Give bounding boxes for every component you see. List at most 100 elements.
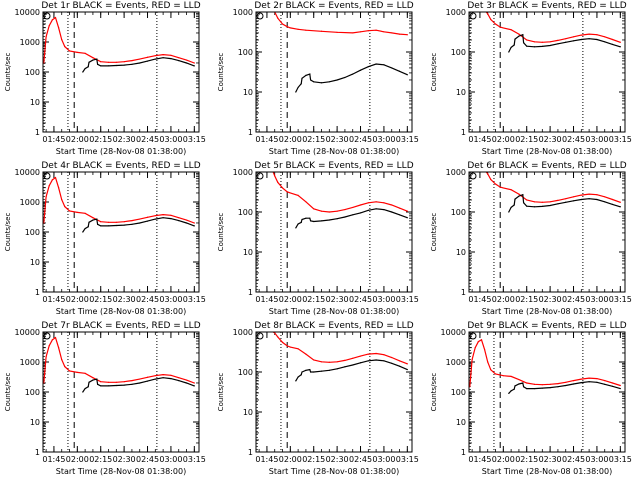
events-data-point (123, 64, 125, 66)
x-tick-label: 02:00 (66, 135, 89, 144)
lld-data-point (64, 366, 66, 368)
y-tick-label: 1 (461, 288, 466, 297)
x-tick-label: 02:00 (492, 455, 515, 464)
events-data-point (406, 74, 408, 76)
lld-data-point (510, 29, 512, 31)
x-tick-label: 02:45 (562, 135, 585, 144)
lld-data-point (580, 194, 582, 196)
events-data-point (549, 44, 551, 47)
lld-data-point (193, 222, 195, 224)
events-data-point (514, 198, 516, 200)
lld-data-point (474, 347, 476, 349)
lld-data-point (289, 192, 291, 194)
lld-data-point (611, 198, 614, 201)
events-data-point (310, 371, 312, 373)
chart-panel: Det 2r BLACK = Events, RED = LLD Counts/s… (217, 1, 419, 156)
y-tick-label: 1000 (233, 328, 253, 337)
lld-data-point (484, 348, 486, 351)
x-tick-label: 03:00 (585, 455, 608, 464)
lld-data-point (68, 210, 71, 212)
events-data-point (301, 77, 303, 79)
x-tick-label: 02:00 (279, 455, 302, 464)
lld-data-point (526, 382, 528, 384)
events-data-point (97, 383, 99, 385)
lld-data-point (490, 18, 492, 21)
lld-data-point (526, 39, 528, 41)
lld-data-point (565, 38, 567, 40)
y-tick-label: 1 (461, 128, 466, 137)
events-data-point (295, 91, 297, 93)
lld-data-point (375, 201, 377, 203)
lld-data-point (289, 346, 291, 348)
events-data-point (359, 69, 362, 71)
lld-data-point (580, 378, 582, 380)
events-data-point (352, 364, 354, 366)
events-data-point (297, 86, 299, 89)
x-tick-label: 03:15 (396, 135, 419, 144)
lld-data-point (604, 36, 606, 38)
events-data-point (518, 195, 520, 197)
lld-data-point (596, 194, 598, 196)
y-tick-label: 100 (238, 208, 253, 217)
y-tick-label: 10 (30, 98, 40, 107)
lld-data-point (45, 196, 47, 198)
lld-data-point (84, 212, 86, 214)
events-data-point (185, 222, 188, 224)
events-data-point (154, 218, 156, 220)
lld-data-point (170, 214, 172, 216)
events-data-point (557, 203, 559, 205)
panel-data (256, 172, 408, 292)
lld-data-point (367, 353, 369, 355)
events-data-point (185, 62, 188, 64)
lld-data-point (92, 377, 94, 379)
lld-data-point (391, 32, 393, 34)
lld-data-point (588, 377, 590, 379)
y-axis-label: Counts/sec (217, 373, 225, 412)
lld-data-point (502, 375, 504, 377)
lld-data-point (131, 219, 133, 222)
lld-data-point (84, 52, 86, 54)
x-tick-label: 02:15 (515, 455, 538, 464)
y-tick-label: 100 (25, 388, 40, 397)
x-tick-label: 02:00 (492, 295, 515, 304)
lld-data-point (502, 187, 504, 189)
panel-marker-glyph (256, 332, 264, 340)
lld-data-point (115, 61, 117, 63)
lld-data-point (352, 32, 354, 34)
lld-data-point (92, 57, 94, 59)
events-data-point (510, 46, 512, 49)
lld-data-point (54, 337, 57, 339)
y-tick-label: 1000 (446, 168, 466, 177)
lld-data-point (494, 183, 497, 185)
lld-series-line (274, 12, 408, 36)
x-tick-label: 02:00 (492, 135, 515, 144)
lld-data-point (48, 25, 50, 27)
events-data-point (596, 381, 598, 383)
events-data-point (398, 365, 401, 367)
y-axis-label: Counts/sec (4, 53, 12, 92)
x-tick-label: 02:45 (349, 455, 372, 464)
lld-data-point (76, 211, 78, 214)
events-data-point (513, 204, 515, 206)
lld-series-line (485, 172, 621, 203)
chart-title: Det 2r BLACK = Events, RED = LLD (254, 1, 413, 11)
x-axis-label: Start Time (28-Nov-08 01:38:00) (56, 467, 186, 476)
events-data-point (170, 217, 172, 220)
lld-data-point (541, 201, 543, 203)
y-tick-label: 100 (25, 68, 40, 77)
events-data-point (123, 384, 125, 386)
lld-data-point (178, 57, 180, 59)
lld-data-point (352, 206, 354, 209)
x-tick-label: 01:45 (468, 455, 491, 464)
lld-data-point (48, 345, 50, 347)
events-data-point (313, 81, 315, 83)
events-data-point (162, 57, 164, 59)
lld-data-point (391, 356, 393, 359)
events-data-point (391, 362, 393, 364)
y-tick-label: 1 (35, 448, 40, 457)
lld-data-point (518, 378, 520, 381)
events-data-point (305, 217, 307, 219)
x-tick-label: 02:30 (326, 455, 349, 464)
events-data-point (92, 219, 94, 221)
events-series-line (82, 377, 195, 393)
